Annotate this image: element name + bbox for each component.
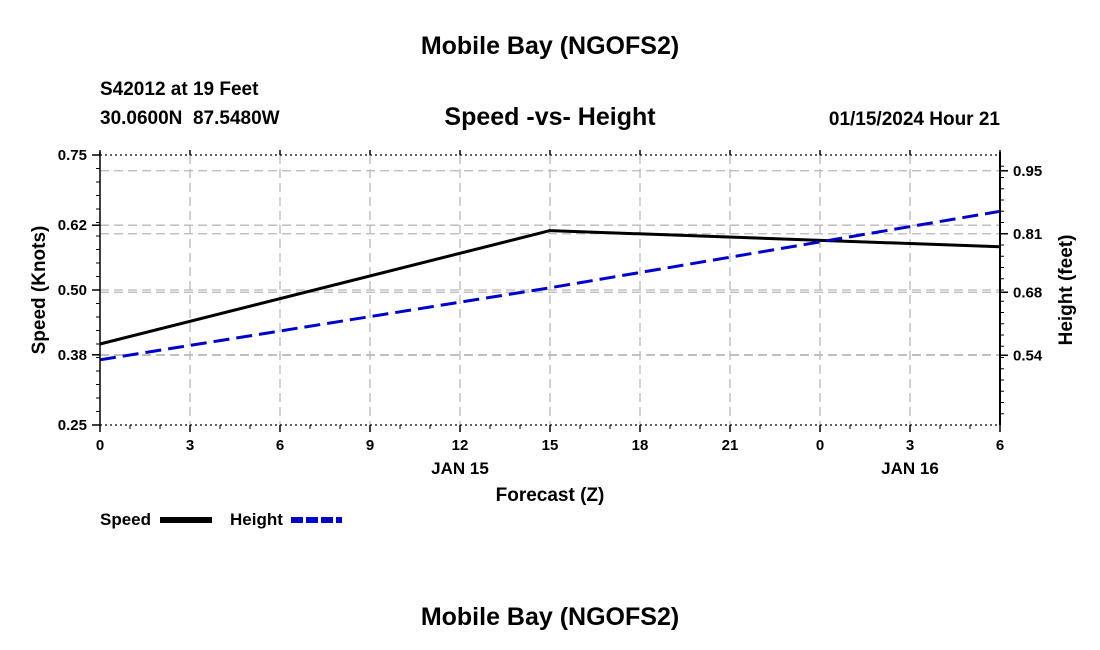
x-tick-label: 6 — [996, 437, 1004, 454]
y-right-tick-label: 0.81 — [1013, 226, 1042, 243]
timestamp-label: 01/15/2024 Hour 21 — [829, 109, 1001, 130]
x-tick-label: 6 — [276, 437, 284, 454]
y-left-tick-label: 0.75 — [58, 147, 87, 164]
legend-height-label: Height — [230, 510, 283, 529]
y-right-tick-label: 0.54 — [1013, 347, 1043, 364]
legend-speed-label: Speed — [100, 510, 151, 529]
footer-title: Mobile Bay (NGOFS2) — [421, 603, 679, 631]
station-label: S42012 at 19 Feet — [100, 79, 259, 100]
x-tick-label: 15 — [542, 437, 559, 454]
coordinates-label: 30.0600N 87.5480W — [100, 108, 280, 129]
tick-labels: 0 3 6 9 12 15 18 21 0 3 6 JAN 15 JAN 16 0.75 0.62 0.50 0… — [58, 147, 1043, 478]
y-axis-right-title: Height (feet) — [1056, 235, 1077, 346]
series-speed-line — [99, 229, 1001, 346]
x-tick-label: 3 — [906, 437, 914, 454]
y-right-tick-label: 0.68 — [1013, 284, 1042, 301]
legend: Speed Height — [100, 510, 342, 529]
y-left-tick-label: 0.50 — [58, 282, 87, 299]
x-date-label: JAN 16 — [881, 459, 939, 478]
chart-title: Mobile Bay (NGOFS2) — [421, 32, 679, 60]
x-tick-label: 18 — [632, 437, 649, 454]
y-left-tick-label: 0.25 — [58, 417, 87, 434]
x-tick-label: 0 — [96, 437, 104, 454]
x-axis-title: Forecast (Z) — [496, 485, 605, 506]
series-height-line — [99, 209, 1001, 362]
series-lines — [99, 209, 1001, 362]
y-axis-left-title: Speed (Knots) — [29, 226, 50, 355]
x-date-label: JAN 15 — [431, 459, 489, 478]
y-right-tick-label: 0.95 — [1013, 163, 1042, 180]
x-tick-label: 0 — [816, 437, 824, 454]
axis-ticks — [92, 150, 1008, 432]
y-left-tick-label: 0.62 — [58, 217, 87, 234]
x-tick-label: 9 — [366, 437, 374, 454]
x-tick-label: 12 — [452, 437, 469, 454]
x-tick-label: 21 — [722, 437, 739, 454]
y-left-tick-label: 0.38 — [58, 347, 87, 364]
chart-subtitle: Speed -vs- Height — [444, 103, 656, 131]
x-tick-label: 3 — [186, 437, 194, 454]
grid-lines — [100, 155, 1000, 425]
